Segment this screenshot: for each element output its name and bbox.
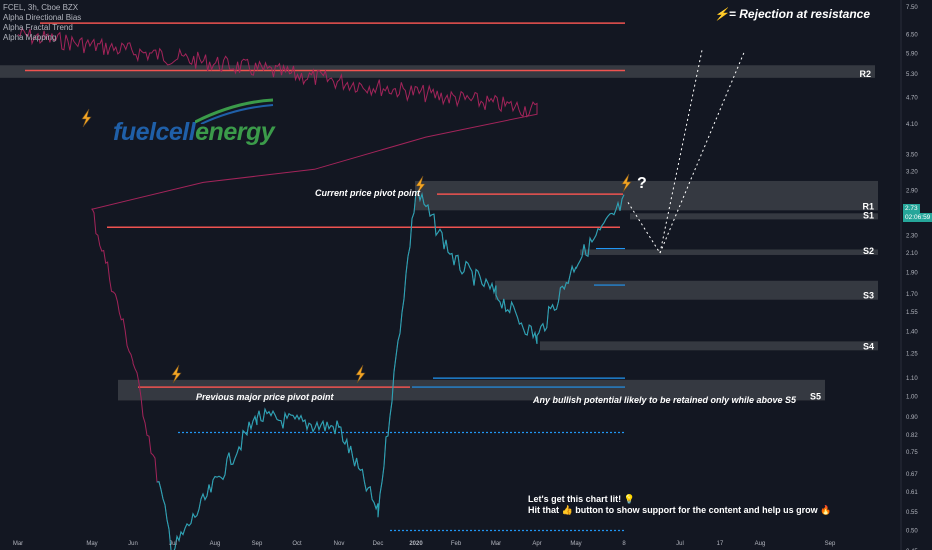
y-tick-label: 0.90 <box>906 415 918 421</box>
lightning-icon <box>355 364 366 384</box>
x-tick-label: Mar <box>13 541 23 547</box>
projection-line-1 <box>627 50 703 255</box>
y-tick-label: 1.40 <box>906 329 918 335</box>
x-tick-label: Feb <box>451 541 462 547</box>
zone-s5 <box>118 379 825 401</box>
y-tick-label: 2.90 <box>906 189 918 195</box>
legend-indicator-2: Alpha Fractal Trend <box>3 23 73 32</box>
y-tick-label: 3.20 <box>906 170 918 176</box>
y-tick-label: 0.50 <box>906 529 918 535</box>
legend-indicator-1: Alpha Directional Bias <box>3 13 82 22</box>
x-tick-label: May <box>86 541 97 547</box>
lightning-icon <box>621 173 632 193</box>
rejection-markers <box>81 108 632 384</box>
chart-legend: FCEL, 3h, Cboe BZX Alpha Directional Bia… <box>3 3 81 43</box>
zone-s2 <box>580 249 878 255</box>
y-tick-label: 1.90 <box>906 270 918 276</box>
x-tick-label: Aug <box>210 541 221 547</box>
zone-s3 <box>495 280 878 300</box>
lightning-icon <box>171 364 182 384</box>
previous-pivot-label: Previous major price pivot point <box>196 392 334 402</box>
y-tick-label: 0.75 <box>906 450 918 456</box>
x-tick-label: Nov <box>334 541 345 547</box>
x-tick-label: Dec <box>373 541 384 547</box>
y-tick-label: 2.10 <box>906 251 918 257</box>
zone-label-s3: S3 <box>863 291 874 301</box>
x-tick-label: Sep <box>252 541 263 547</box>
y-tick-label: 7.50 <box>906 5 918 11</box>
y-tick-label: 1.25 <box>906 351 918 357</box>
x-tick-label: Jul <box>676 541 684 547</box>
x-tick-label: 2020 <box>409 541 423 547</box>
zone-label-s1: S1 <box>863 210 874 220</box>
projection-path <box>627 49 746 255</box>
price-series <box>17 27 625 550</box>
y-tick-label: 4.10 <box>906 122 918 128</box>
question-mark: ? <box>637 175 647 192</box>
logo-part-2: energy <box>195 118 275 146</box>
y-tick-label: 1.00 <box>906 395 918 401</box>
y-tick-label: 5.90 <box>906 51 918 57</box>
projection-line-2 <box>659 49 746 254</box>
fuelcell-logo: fuelcellenergy <box>113 118 275 147</box>
zone-s4 <box>540 341 878 351</box>
x-tick-label: 8 <box>622 541 626 547</box>
legend-indicator-3: Alpha Mapping <box>3 33 57 42</box>
y-tick-label: 0.67 <box>906 472 918 478</box>
logo-swoosh-icon <box>195 98 274 124</box>
cta-line-1: Let's get this chart lit! 💡 <box>528 494 635 504</box>
price-line-bullish <box>156 190 625 550</box>
y-tick-label: 6.50 <box>906 33 918 39</box>
zone-label-s2: S2 <box>863 246 874 256</box>
x-tick-label: Apr <box>532 541 541 547</box>
x-tick-label: Jun <box>128 541 138 547</box>
y-tick-label: 5.30 <box>906 72 918 78</box>
y-tick-label: 1.70 <box>906 292 918 298</box>
current-pivot-label: Current price pivot point <box>315 188 421 198</box>
zone-label-r2: R2 <box>859 69 871 79</box>
level-lines <box>25 22 625 532</box>
y-tick-label: 0.82 <box>906 433 918 439</box>
countdown-badge: 02:06:59 <box>903 213 932 222</box>
y-tick-label: 0.61 <box>906 490 918 496</box>
zone-label-s5: S5 <box>810 391 821 401</box>
lightning-icon <box>81 108 92 128</box>
call-to-action: Let's get this chart lit! 💡 Hit that 👍 b… <box>528 494 831 516</box>
header-note: ⚡= Rejection at resistance <box>713 7 870 21</box>
x-tick-label: Oct <box>292 541 302 547</box>
y-tick-label: 0.45 <box>906 549 918 550</box>
y-tick-label: 3.50 <box>906 152 918 158</box>
x-tick-label: Mar <box>491 541 501 547</box>
x-tick-label: May <box>570 541 581 547</box>
zone-label-s4: S4 <box>863 341 874 351</box>
y-tick-label: 1.55 <box>906 310 918 316</box>
y-tick-label: 0.55 <box>906 510 918 516</box>
zone-label-r1: R1 <box>862 201 874 211</box>
zone-r2 <box>0 65 875 78</box>
zone-s1 <box>630 213 878 220</box>
axes: 8.507.506.505.905.304.704.103.503.202.90… <box>13 0 918 550</box>
y-tick-label: 4.70 <box>906 95 918 101</box>
bullish-note: Any bullish potential likely to be retai… <box>533 395 797 405</box>
x-tick-label: Aug <box>755 541 766 547</box>
y-tick-label: 2.30 <box>906 234 918 240</box>
cta-line-2: Hit that 👍 button to show support for th… <box>528 505 832 515</box>
logo-part-1: fuelcell <box>113 118 196 146</box>
zone-r1 <box>415 180 878 211</box>
y-tick-label: 1.10 <box>906 376 918 382</box>
x-tick-label: 17 <box>717 541 724 547</box>
x-tick-label: Jul <box>169 541 177 547</box>
lightning-icon <box>415 175 426 195</box>
current-price-badge: 2.73 <box>903 204 920 213</box>
legend-symbol: FCEL, 3h, Cboe BZX <box>3 3 79 12</box>
x-tick-label: Sep <box>825 541 836 547</box>
